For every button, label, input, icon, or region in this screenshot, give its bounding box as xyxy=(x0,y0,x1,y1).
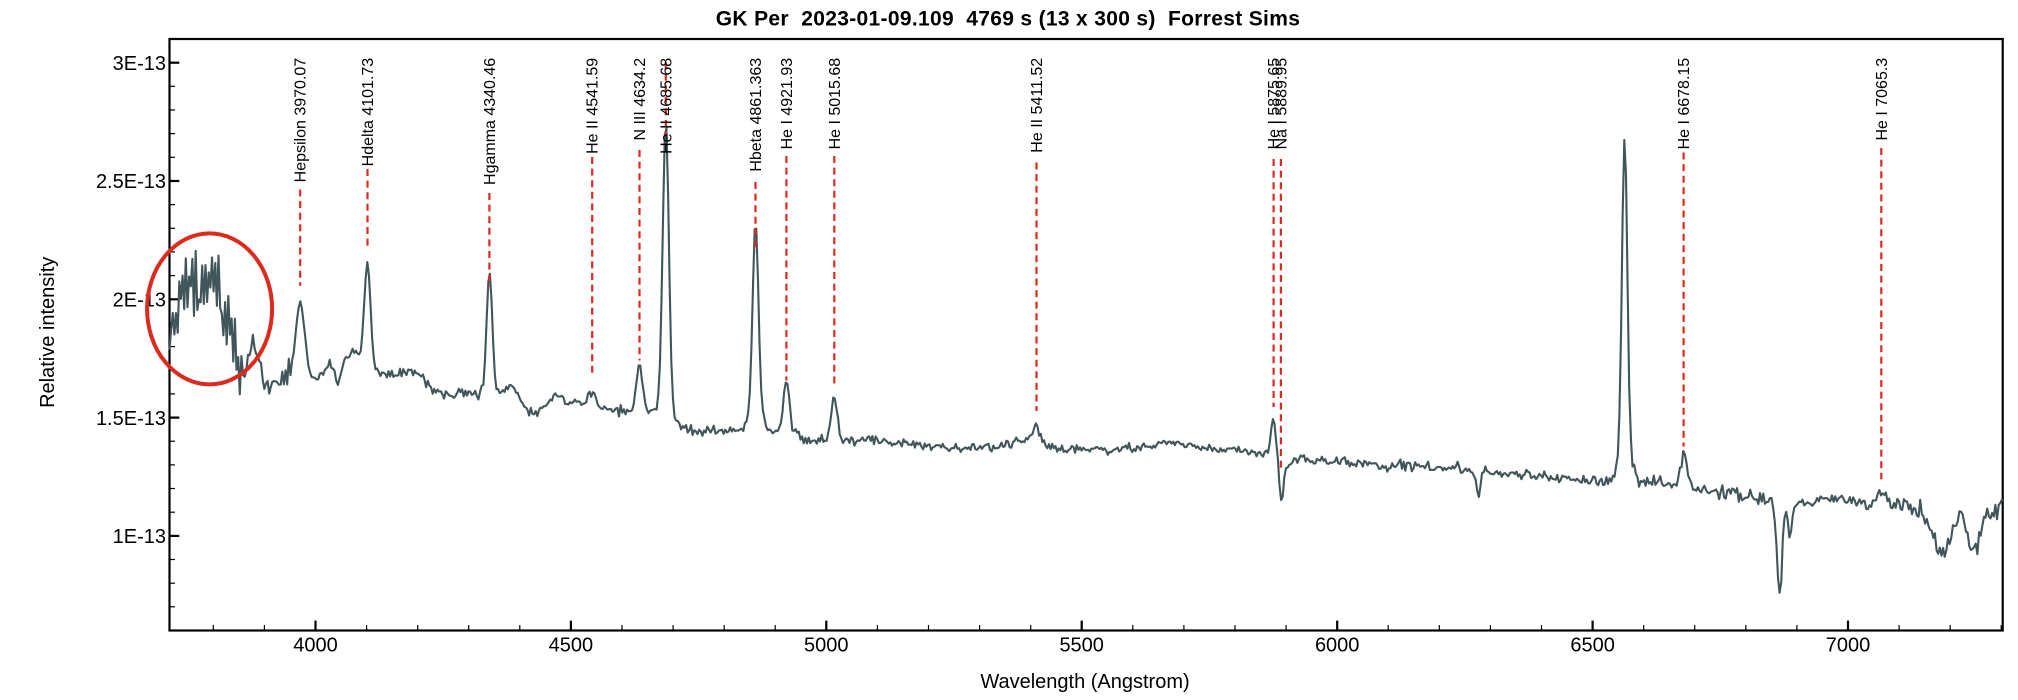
svg-text:4500: 4500 xyxy=(549,635,594,657)
svg-text:He II 5411.52: He II 5411.52 xyxy=(1029,58,1046,153)
svg-text:4000: 4000 xyxy=(293,635,338,657)
svg-text:He I 6678.15: He I 6678.15 xyxy=(1676,58,1693,150)
svg-text:2E-13: 2E-13 xyxy=(113,290,166,312)
svg-text:He I 7065.3: He I 7065.3 xyxy=(1874,58,1891,141)
svg-text:5500: 5500 xyxy=(1059,635,1104,657)
svg-text:6000: 6000 xyxy=(1315,635,1360,657)
svg-text:2.5E-13: 2.5E-13 xyxy=(96,171,166,193)
svg-text:He II 4541.59: He II 4541.59 xyxy=(585,58,602,154)
svg-text:6500: 6500 xyxy=(1570,635,1615,657)
svg-text:Na I 5889.95: Na I 5889.95 xyxy=(1273,58,1290,150)
svg-text:He I 5875.65: He I 5875.65 xyxy=(1266,58,1283,150)
svg-text:Hgamma 4340.46: Hgamma 4340.46 xyxy=(482,58,499,185)
svg-text:1E-13: 1E-13 xyxy=(113,526,166,548)
svg-text:He II 4685.68: He II 4685.68 xyxy=(658,58,675,154)
svg-text:He I 4921.93: He I 4921.93 xyxy=(779,58,796,150)
svg-text:7000: 7000 xyxy=(1826,635,1871,657)
svg-text:Wavelength (Angstrom): Wavelength (Angstrom) xyxy=(980,671,1189,693)
svg-text:Hdelta 4101.73: Hdelta 4101.73 xyxy=(360,58,377,167)
svg-text:5000: 5000 xyxy=(804,635,849,657)
svg-text:Hepsilon 3970.07: Hepsilon 3970.07 xyxy=(293,58,310,183)
svg-text:N III 4634.2: N III 4634.2 xyxy=(632,58,649,141)
svg-text:GK Per 2023-01-09.109 4769 s: GK Per 2023-01-09.109 4769 s (13 x 300 s… xyxy=(716,8,1300,31)
svg-text:3E-13: 3E-13 xyxy=(113,53,166,75)
svg-text:1.5E-13: 1.5E-13 xyxy=(96,408,166,430)
svg-text:Hbeta 4861.363: Hbeta 4861.363 xyxy=(748,58,765,172)
svg-text:Relative intensity: Relative intensity xyxy=(37,257,59,408)
svg-text:He I 5015.68: He I 5015.68 xyxy=(827,58,844,150)
